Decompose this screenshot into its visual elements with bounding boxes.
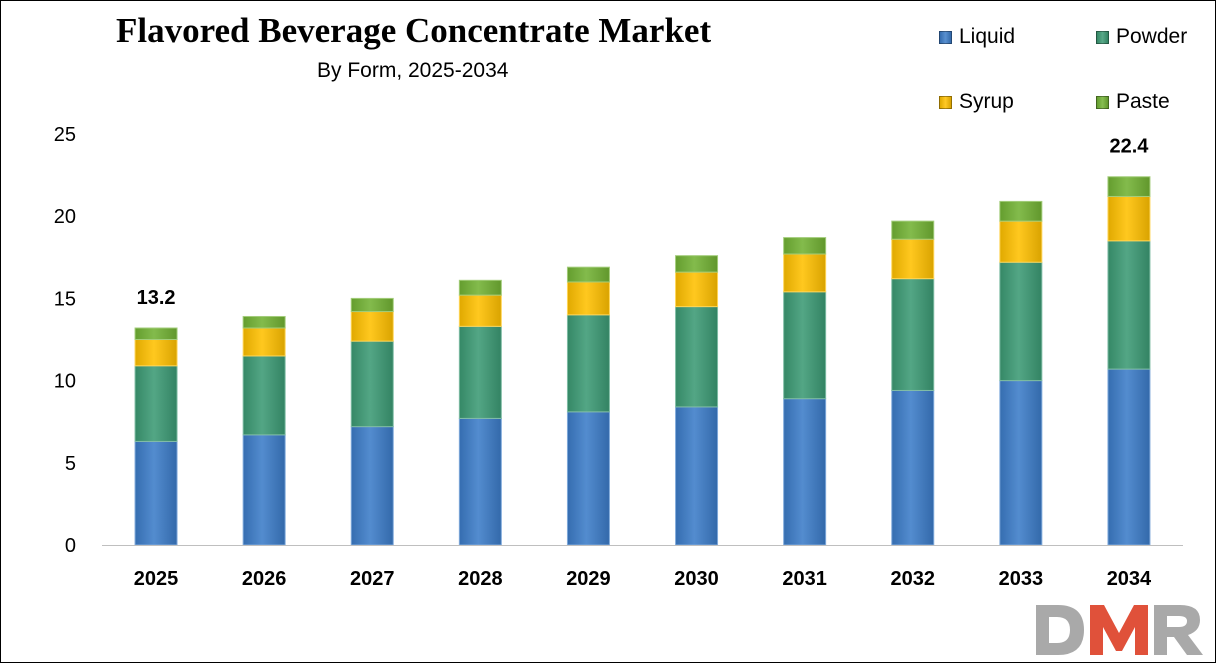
bar-segment-liquid-2026 xyxy=(242,434,286,546)
bar-segment-liquid-2031 xyxy=(783,398,827,546)
bar-segment-liquid-2029 xyxy=(566,411,610,546)
x-tick-label: 2032 xyxy=(891,568,936,590)
bar-segment-syrup-2030 xyxy=(675,271,719,308)
total-label-2034: 22.4 xyxy=(1109,136,1149,158)
x-tick-label: 2028 xyxy=(458,568,503,590)
bar-segment-powder-2027 xyxy=(350,340,394,428)
total-labels: 13.2 22.4 xyxy=(137,136,1150,309)
bar-segment-liquid-2033 xyxy=(999,380,1043,546)
bar-segment-liquid-2025 xyxy=(134,440,178,546)
total-label-2025: 13.2 xyxy=(137,287,176,309)
legend-item-liquid: Liquid xyxy=(939,25,1015,49)
x-tick-label: 2031 xyxy=(782,568,827,590)
bar-segment-syrup-2033 xyxy=(999,220,1043,263)
chart-title: Flavored Beverage Concentrate Market xyxy=(116,11,712,50)
bar-segment-paste-2030 xyxy=(675,255,719,273)
bar-segment-liquid-2030 xyxy=(675,406,719,546)
bar-segment-powder-2028 xyxy=(458,325,502,419)
x-tick-label: 2026 xyxy=(242,568,287,590)
bar-segment-paste-2029 xyxy=(566,266,610,283)
bar-stack-2026 xyxy=(242,315,286,546)
legend-item-syrup: Syrup xyxy=(939,90,1014,114)
bar-stack-2032 xyxy=(891,220,935,546)
y-axis: 0 5 10 15 20 25 xyxy=(54,124,76,557)
bar-segment-powder-2033 xyxy=(999,261,1043,382)
legend-swatch xyxy=(939,30,952,44)
y-tick-label: 5 xyxy=(65,453,76,475)
bar-stack-2029 xyxy=(566,266,610,546)
bar-segment-liquid-2027 xyxy=(350,426,394,546)
dmr-logo xyxy=(1036,605,1203,655)
y-tick-label: 10 xyxy=(54,371,76,393)
bar-segment-paste-2033 xyxy=(999,200,1043,222)
bar-stack-2028 xyxy=(458,279,502,546)
bar-stack-2033 xyxy=(999,200,1043,546)
bar-stack-2030 xyxy=(675,255,719,546)
bar-segment-syrup-2028 xyxy=(458,294,502,327)
y-tick-label: 0 xyxy=(65,535,76,557)
bar-segment-paste-2034 xyxy=(1107,176,1151,197)
bar-segment-paste-2028 xyxy=(458,279,502,296)
legend-swatch xyxy=(1096,30,1109,44)
bar-segment-paste-2032 xyxy=(891,220,935,240)
bar-segment-powder-2029 xyxy=(566,314,610,413)
bar-segment-paste-2027 xyxy=(350,297,394,313)
bar-segment-powder-2025 xyxy=(134,365,178,442)
bar-segment-powder-2030 xyxy=(675,306,719,408)
bar-stack-2034 xyxy=(1107,176,1151,546)
bar-segment-liquid-2032 xyxy=(891,389,935,546)
y-tick-label: 15 xyxy=(54,288,76,310)
legend-swatch xyxy=(939,95,952,109)
bar-segment-syrup-2026 xyxy=(242,327,286,357)
chart-subtitle: By Form, 2025-2034 xyxy=(317,59,509,82)
bar-segment-paste-2025 xyxy=(134,327,178,341)
legend-swatch xyxy=(1096,95,1109,109)
legend-item-paste: Paste xyxy=(1096,90,1170,114)
bar-stack-2025 xyxy=(134,327,178,546)
x-tick-label: 2033 xyxy=(999,568,1044,590)
bar-segment-syrup-2029 xyxy=(566,281,610,316)
legend-label: Powder xyxy=(1116,25,1188,48)
bar-segment-syrup-2032 xyxy=(891,238,935,280)
bar-segment-powder-2031 xyxy=(783,291,827,400)
y-tick-label: 25 xyxy=(54,124,76,146)
bar-segment-liquid-2034 xyxy=(1107,368,1151,546)
bar-segment-powder-2026 xyxy=(242,355,286,436)
bar-stack-2031 xyxy=(783,237,827,546)
bar-segment-syrup-2025 xyxy=(134,339,178,367)
x-tick-label: 2027 xyxy=(350,568,395,590)
bar-segment-paste-2031 xyxy=(783,237,827,255)
bar-segment-syrup-2027 xyxy=(350,311,394,342)
legend-label: Liquid xyxy=(959,25,1016,48)
x-tick-label: 2030 xyxy=(674,568,719,590)
x-axis: 2025 2026 2027 2028 2029 2030 2031 2032 2033 2034 xyxy=(134,568,1152,590)
bar-segment-syrup-2034 xyxy=(1107,195,1151,242)
legend-item-powder: Powder xyxy=(1096,25,1187,49)
bar-segment-paste-2026 xyxy=(242,315,286,329)
x-tick-label: 2034 xyxy=(1107,568,1152,590)
x-tick-label: 2029 xyxy=(566,568,611,590)
bar-segment-powder-2034 xyxy=(1107,240,1151,370)
bar-segment-powder-2032 xyxy=(891,278,935,391)
legend-label: Syrup xyxy=(959,90,1014,113)
y-tick-label: 20 xyxy=(54,206,76,228)
bar-segment-syrup-2031 xyxy=(783,253,827,293)
x-tick-label: 2025 xyxy=(134,568,179,590)
bar-stack-2027 xyxy=(350,297,394,546)
legend-label: Paste xyxy=(1116,90,1170,113)
bar-segment-liquid-2028 xyxy=(458,417,502,546)
bar-stacks xyxy=(134,176,1151,546)
